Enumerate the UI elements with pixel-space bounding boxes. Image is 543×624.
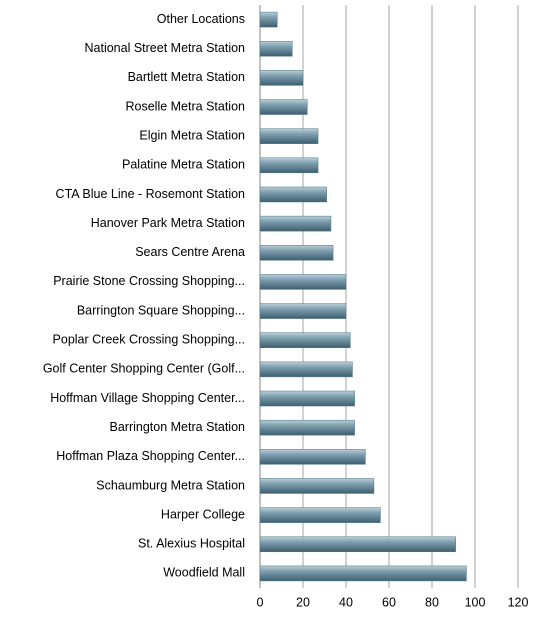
bar (259, 245, 334, 261)
x-tick-label: 80 (425, 595, 439, 609)
x-tick-label: 0 (257, 595, 264, 609)
y-tick-label: Hoffman Village Shopping Center... (50, 391, 245, 405)
bar (259, 361, 353, 378)
y-tick-label: Golf Center Shopping Center (Golf... (43, 362, 245, 376)
y-tick-label: Other Locations (157, 12, 245, 26)
x-tick-label: 120 (508, 595, 529, 609)
y-tick-label: Elgin Metra Station (139, 128, 245, 142)
bar (259, 478, 375, 494)
y-tick-label: Poplar Creek Crossing Shopping... (53, 333, 245, 347)
y-tick-label: Schaumburg Metra Station (96, 478, 245, 492)
bar (259, 274, 347, 290)
bar (259, 11, 278, 28)
bar (259, 70, 304, 86)
bar (259, 449, 366, 465)
y-tick-label: Barrington Square Shopping... (77, 303, 245, 317)
bar (259, 186, 327, 203)
bar (259, 536, 456, 553)
y-tick-label: Hoffman Plaza Shopping Center... (56, 449, 245, 463)
y-tick-label: Hanover Park Metra Station (91, 216, 245, 230)
bar (259, 128, 319, 144)
x-tick-label: 40 (339, 595, 353, 609)
y-tick-label: St. Alexius Hospital (138, 537, 245, 551)
y-tick-label: Barrington Metra Station (110, 420, 246, 434)
bar (259, 390, 355, 407)
bar (259, 332, 351, 348)
y-tick-label: Woodfield Mall (163, 566, 245, 580)
y-tick-label: Palatine Metra Station (122, 158, 245, 172)
bar (259, 215, 332, 232)
y-tick-label: Bartlett Metra Station (128, 70, 245, 84)
y-tick-label: Sears Centre Arena (135, 245, 245, 259)
bar (259, 99, 308, 115)
x-tick-label: 20 (296, 595, 310, 609)
bar (259, 40, 293, 57)
y-tick-label: Harper College (161, 507, 245, 521)
y-tick-label: National Street Metra Station (85, 41, 246, 55)
bar (259, 507, 381, 523)
y-tick-label: Prairie Stone Crossing Shopping... (53, 274, 245, 288)
x-tick-label: 100 (465, 595, 486, 609)
bar (259, 419, 355, 436)
bar (259, 565, 467, 582)
y-tick-label: Roselle Metra Station (125, 99, 245, 113)
x-tick-label: 60 (382, 595, 396, 609)
y-tick-label: CTA Blue Line - Rosemont Station (56, 187, 245, 201)
bar (259, 303, 347, 319)
bar (259, 157, 319, 174)
